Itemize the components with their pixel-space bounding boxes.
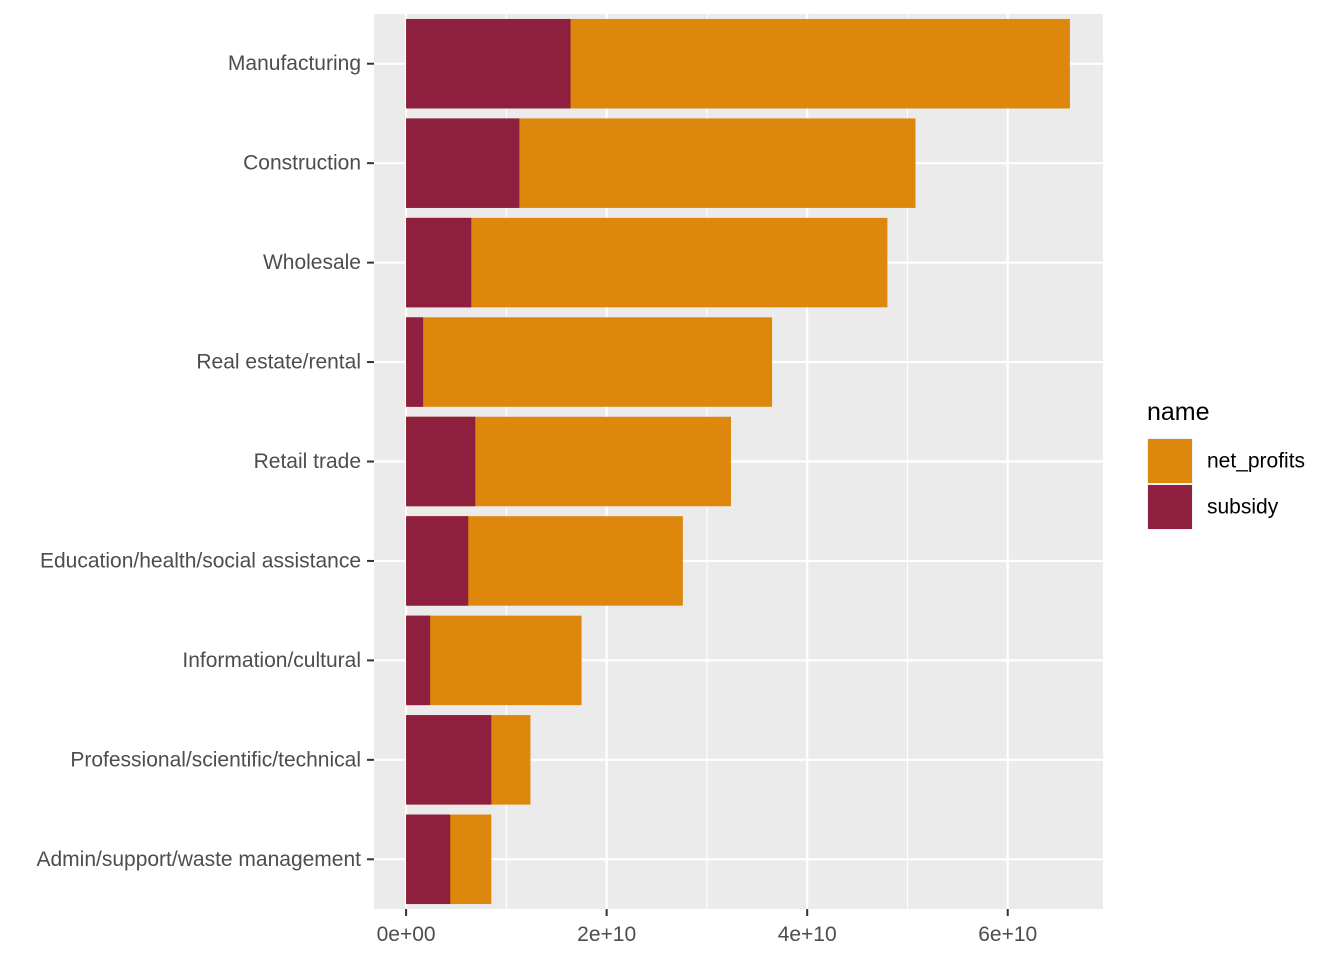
x-tick-label: 2e+10 [577, 923, 636, 946]
bar-subsidy-admin-support-waste-management [406, 814, 451, 905]
bar-subsidy-information-cultural [406, 615, 431, 706]
bar-subsidy-construction [406, 118, 520, 208]
y-tick-label: Wholesale [263, 251, 361, 274]
y-tick-label: Real estate/rental [196, 351, 361, 374]
y-tick-label: Admin/support/waste management [36, 848, 361, 871]
bar-subsidy-retail-trade [406, 416, 476, 507]
y-tick-label: Information/cultural [182, 649, 361, 672]
bars [406, 18, 1070, 905]
y-tick-label: Professional/scientific/technical [70, 748, 361, 771]
legend-swatch-net-profits [1148, 439, 1192, 483]
y-axis: Manufacturing Construction Wholesale Real e… [36, 52, 374, 871]
x-tick-label: 0e+00 [377, 923, 436, 946]
bar-subsidy-education-health-social-assistance [406, 516, 469, 606]
bar-subsidy-real-estate-rental [406, 317, 424, 407]
y-tick-label: Manufacturing [228, 52, 361, 75]
bar-net-profits-wholesale [406, 217, 888, 308]
y-tick-label: Construction [243, 152, 361, 175]
bar-net-profits-information-cultural [406, 615, 582, 706]
bar-subsidy-professional-scientific-technical [406, 715, 492, 805]
x-tick-label: 4e+10 [778, 923, 837, 946]
bar-subsidy-wholesale [406, 217, 472, 308]
y-tick-label: Retail trade [254, 450, 361, 473]
bar-net-profits-real-estate-rental [406, 317, 773, 407]
legend-label-net-profits: net_profits [1207, 450, 1305, 473]
legend-label-subsidy: subsidy [1207, 496, 1279, 519]
y-tick-label: Education/health/social assistance [40, 549, 361, 572]
bar-subsidy-manufacturing [406, 18, 571, 109]
x-axis: 0e+00 2e+10 4e+10 6e+10 [377, 909, 1037, 946]
x-tick-label: 6e+10 [978, 923, 1037, 946]
legend-title: name [1147, 398, 1210, 426]
legend-swatch-subsidy [1148, 485, 1192, 529]
